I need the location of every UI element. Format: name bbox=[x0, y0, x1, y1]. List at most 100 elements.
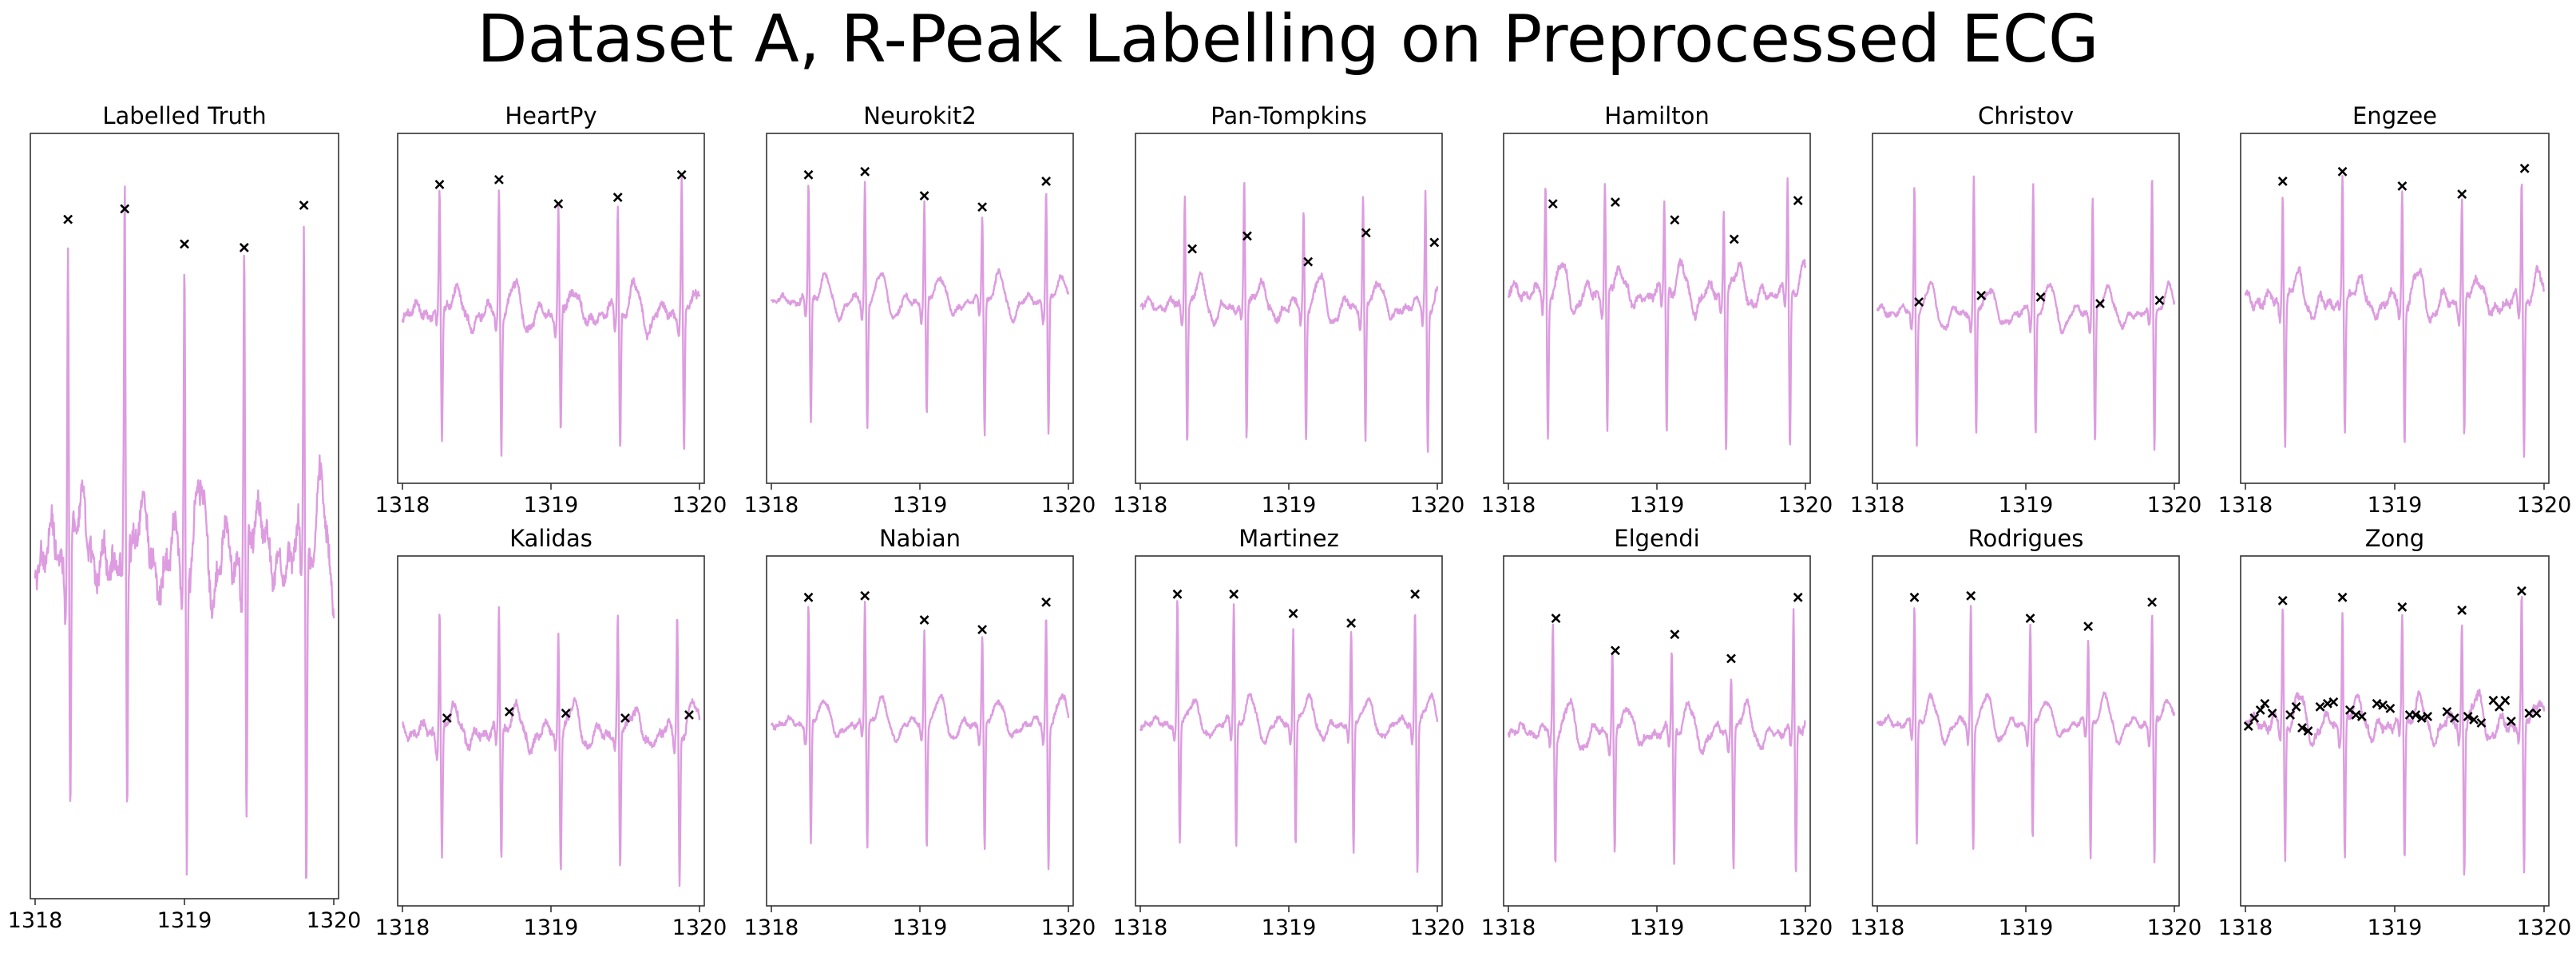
panel-title: Neurokit2 bbox=[863, 102, 977, 129]
x-tick-label: 1318 bbox=[8, 908, 63, 933]
panel-title: Elgendi bbox=[1614, 525, 1699, 552]
x-tick-label: 1319 bbox=[524, 915, 579, 940]
panel-title: Martinez bbox=[1238, 525, 1339, 552]
panel-nabian: Nabian 1318 1319 1320 bbox=[744, 525, 1096, 940]
peak-marker bbox=[1041, 597, 1052, 607]
ecg-signal-line bbox=[34, 185, 335, 880]
ecg-signal-line bbox=[1876, 175, 2176, 451]
peak-marker bbox=[493, 174, 504, 185]
peak-marker bbox=[1229, 589, 1239, 599]
peak-marker bbox=[977, 202, 988, 212]
x-tick-label: 1318 bbox=[1113, 915, 1168, 940]
ecg-signal-line bbox=[1139, 181, 1439, 453]
peak-marker bbox=[2411, 710, 2421, 720]
peak-marker bbox=[239, 242, 249, 252]
x-tick-label: 1320 bbox=[2147, 493, 2202, 518]
peak-marker bbox=[1909, 592, 1920, 602]
peak-marker bbox=[1966, 590, 1976, 601]
peak-marker bbox=[620, 713, 630, 723]
peak-marker bbox=[860, 166, 870, 177]
peak-marker bbox=[442, 713, 452, 723]
peak-marker bbox=[299, 201, 309, 210]
peak-marker bbox=[919, 191, 929, 201]
x-tick-label: 1319 bbox=[1262, 493, 1317, 518]
x-tick-label: 1318 bbox=[1850, 493, 1905, 518]
ecg-signal-line bbox=[1139, 600, 1439, 873]
x-tick-label: 1319 bbox=[1999, 493, 2054, 518]
x-tick-label: 1320 bbox=[1041, 915, 1096, 940]
x-tick-label: 1320 bbox=[1778, 493, 1833, 518]
x-tick-label: 1318 bbox=[2218, 915, 2273, 940]
peak-marker bbox=[2449, 713, 2459, 723]
x-tick-label: 1320 bbox=[2517, 493, 2572, 518]
peak-marker bbox=[676, 169, 687, 180]
x-tick-label: 1320 bbox=[672, 493, 727, 518]
x-tick-label: 1319 bbox=[157, 908, 212, 933]
peak-marker bbox=[2457, 606, 2467, 615]
ecg-signal-line bbox=[770, 601, 1070, 871]
x-tick-label: 1320 bbox=[307, 908, 362, 933]
x-tick-label: 1319 bbox=[893, 915, 948, 940]
peak-marker bbox=[2297, 723, 2307, 733]
peak-marker bbox=[1172, 589, 1183, 599]
panel-kalidas: Kalidas 1318 1319 1320 bbox=[375, 525, 727, 940]
x-tick-label: 1320 bbox=[672, 915, 727, 940]
ecg-signal-line bbox=[401, 177, 701, 457]
peak-marker bbox=[1611, 197, 1620, 208]
peak-marker bbox=[2243, 721, 2253, 731]
x-tick-label: 1318 bbox=[1481, 915, 1536, 940]
peak-marker bbox=[505, 706, 514, 717]
peak-marker bbox=[919, 615, 929, 625]
peak-marker bbox=[2095, 299, 2105, 308]
peak-marker bbox=[1914, 297, 1924, 307]
peak-marker bbox=[2303, 726, 2313, 736]
peak-marker bbox=[2291, 701, 2301, 712]
peak-marker bbox=[1976, 291, 1987, 300]
peak-marker bbox=[434, 180, 445, 189]
x-tick-label: 1318 bbox=[744, 493, 799, 518]
peak-marker bbox=[2083, 621, 2094, 632]
panel-title: Hamilton bbox=[1604, 102, 1709, 129]
peak-marker bbox=[2147, 597, 2158, 607]
panel-elgendi: Elgendi 1318 1319 1320 bbox=[1481, 525, 1833, 940]
peak-marker bbox=[860, 590, 870, 601]
peak-marker bbox=[561, 708, 571, 718]
x-tick-label: 1318 bbox=[1850, 915, 1905, 940]
peak-marker bbox=[2249, 713, 2260, 723]
peak-marker bbox=[63, 214, 73, 224]
x-tick-label: 1319 bbox=[2368, 493, 2423, 518]
x-tick-label: 1320 bbox=[1410, 493, 1465, 518]
panel-title: Nabian bbox=[879, 525, 961, 552]
peak-marker bbox=[2035, 292, 2046, 302]
peak-marker bbox=[2457, 189, 2467, 199]
panel-labelled-truth: Labelled Truth 1318 1319 1320 bbox=[8, 102, 362, 933]
ecg-signal-line bbox=[1876, 605, 2176, 864]
panel-rodrigues: Rodrigues 1318 1319 1320 bbox=[1850, 525, 2202, 940]
x-tick-label: 1318 bbox=[375, 915, 430, 940]
panel-neurokit2: Neurokit2 1318 1319 1320 bbox=[744, 102, 1096, 518]
peak-marker bbox=[2397, 602, 2408, 612]
x-tick-label: 1318 bbox=[2218, 493, 2273, 518]
peak-marker bbox=[1187, 244, 1198, 254]
peak-marker bbox=[2356, 712, 2367, 721]
peak-marker bbox=[2328, 697, 2339, 707]
peak-marker bbox=[2277, 595, 2288, 606]
peak-marker bbox=[1346, 618, 1357, 629]
peak-marker bbox=[2025, 613, 2035, 623]
peak-marker bbox=[1551, 613, 1561, 623]
panel-title: Pan-Tompkins bbox=[1211, 102, 1367, 129]
peak-marker bbox=[1429, 237, 1440, 248]
peak-marker bbox=[120, 204, 130, 214]
panel-hamilton: Hamilton 1318 1319 1320 bbox=[1481, 102, 1833, 518]
ecg-signal-line bbox=[2245, 595, 2546, 876]
peak-marker bbox=[803, 169, 814, 180]
panel-title: Labelled Truth bbox=[102, 102, 266, 129]
peak-marker bbox=[2260, 698, 2270, 709]
x-tick-label: 1320 bbox=[1778, 915, 1833, 940]
peak-marker bbox=[2267, 708, 2277, 718]
peak-marker bbox=[2385, 703, 2396, 713]
panel-title: Christov bbox=[1978, 102, 2074, 129]
panel-engzee: Engzee 1318 1319 1320 bbox=[2218, 102, 2572, 518]
peak-marker bbox=[977, 625, 988, 635]
peak-marker bbox=[2378, 700, 2388, 710]
